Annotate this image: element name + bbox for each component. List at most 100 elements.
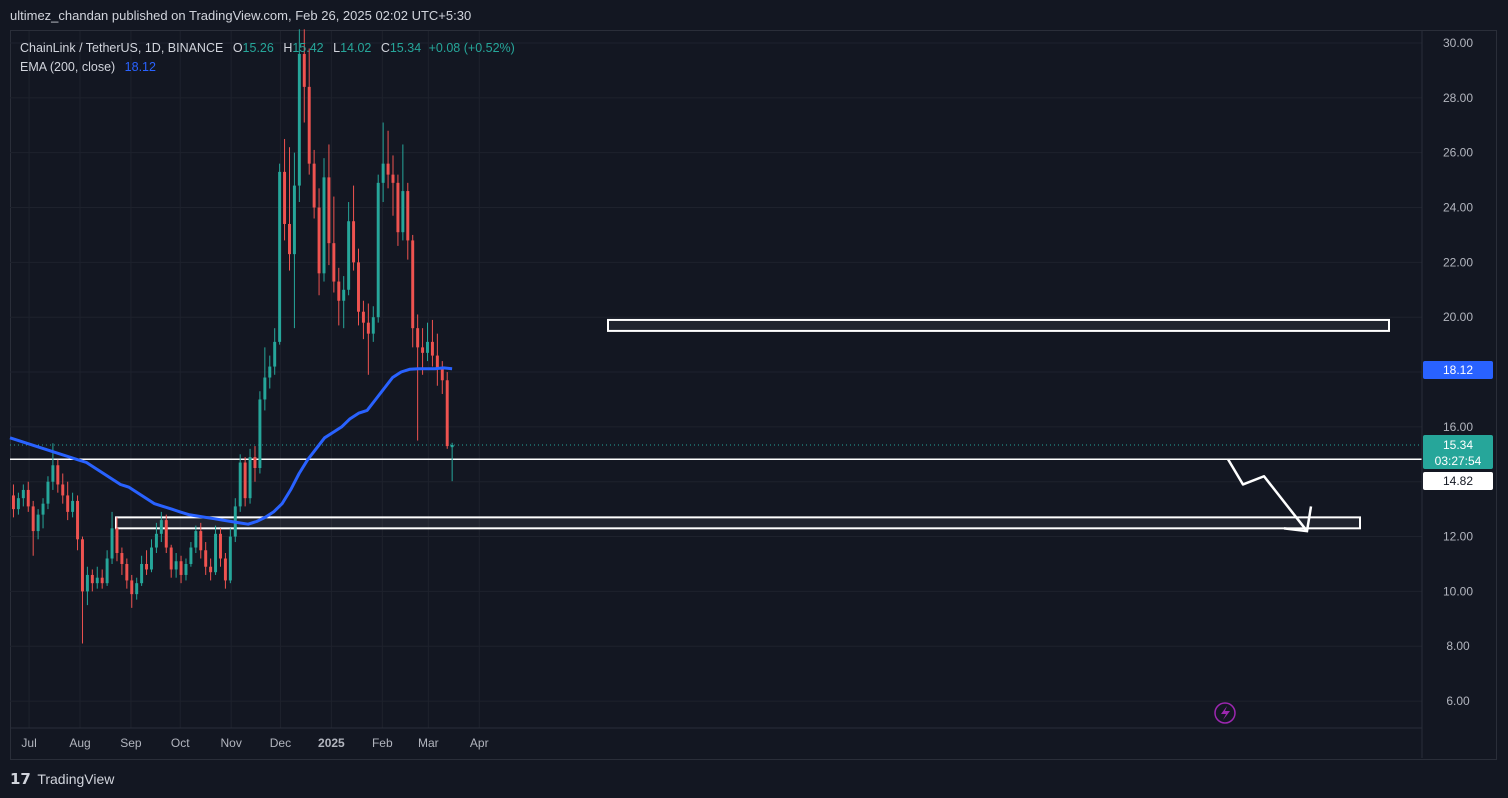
- candle-body: [120, 553, 124, 564]
- candle-body: [76, 500, 80, 540]
- candle-body: [154, 533, 158, 548]
- price-tick-label: 28.00: [1443, 91, 1473, 105]
- candle-body: [214, 533, 218, 573]
- candle-body: [46, 481, 50, 504]
- time-tick-label: 2025: [318, 736, 345, 750]
- candle-body: [115, 528, 119, 554]
- close-label: C: [380, 41, 390, 55]
- price-tick-label: 16.00: [1443, 420, 1473, 434]
- candle-body: [401, 191, 405, 233]
- candle-body: [169, 547, 173, 570]
- time-tick-label: Sep: [120, 736, 142, 750]
- candle-body: [51, 465, 55, 482]
- price-tick-label: 8.00: [1446, 639, 1470, 653]
- published-text: ultimez_chandan published on TradingView…: [10, 8, 472, 23]
- candle-body: [416, 328, 420, 348]
- candle-body: [283, 171, 287, 224]
- candle-body: [253, 457, 257, 469]
- candle-body: [95, 577, 99, 584]
- candle-body: [204, 550, 208, 567]
- candle-body: [406, 191, 410, 241]
- candle-body: [430, 341, 434, 356]
- candle-body: [56, 465, 60, 485]
- time-tick-label: Nov: [220, 736, 241, 750]
- candle-body: [223, 558, 227, 581]
- candle-body: [85, 574, 89, 592]
- ema-label[interactable]: EMA (200, close): [20, 60, 116, 74]
- candle-body: [288, 223, 291, 255]
- candles: [11, 29, 454, 644]
- time-tick-label: Feb: [372, 736, 393, 750]
- candle-body: [21, 489, 25, 499]
- candle-body: [342, 289, 346, 301]
- candle-body: [179, 561, 183, 575]
- candle-body: [258, 399, 262, 469]
- candle-body: [278, 171, 282, 342]
- chart-grid: [10, 31, 1422, 728]
- candle-body: [194, 531, 198, 548]
- candle-body: [292, 185, 296, 255]
- candle-body: [426, 341, 429, 353]
- candle-body: [31, 506, 35, 532]
- candle-body: [110, 528, 114, 559]
- candle-body: [445, 380, 449, 447]
- candle-body: [391, 174, 395, 183]
- candle-body: [307, 86, 311, 164]
- chart-frame[interactable]: [10, 30, 1497, 760]
- time-tick-label: Apr: [470, 736, 489, 750]
- candle-body: [312, 163, 316, 208]
- candle-body: [174, 561, 178, 570]
- projection-arrow: [1226, 458, 1313, 533]
- footer: 𝟭𝟳 TradingView: [10, 770, 114, 790]
- last-price-value: 15.34: [1442, 438, 1474, 452]
- price-tick-label: 6.00: [1446, 694, 1470, 708]
- candle-body: [159, 520, 163, 534]
- bar-countdown: 03:27:54: [1434, 454, 1482, 468]
- last-price-tag: 15.34 03:27:54: [1423, 435, 1493, 469]
- candle-body: [130, 580, 134, 595]
- candle-body: [386, 163, 390, 175]
- candle-body: [366, 322, 370, 334]
- high-label: H: [283, 41, 293, 55]
- time-tick-label: Mar: [418, 736, 439, 750]
- candle-body: [357, 262, 360, 312]
- tradingview-brand[interactable]: TradingView: [37, 771, 115, 787]
- candle-body: [376, 182, 380, 318]
- change-value: +0.08 (+0.52%): [428, 41, 515, 55]
- candle-body: [238, 462, 242, 507]
- candle-body: [228, 536, 232, 581]
- ema-polyline: [9, 366, 453, 526]
- open-label: O: [232, 41, 243, 55]
- candle-body: [66, 495, 70, 512]
- line-price-tag: 14.82: [1423, 472, 1493, 490]
- candle-body: [90, 574, 94, 584]
- candle-body: [164, 520, 168, 548]
- time-tick-label: Oct: [171, 736, 190, 750]
- price-tick-label: 22.00: [1443, 255, 1473, 269]
- low-label: L: [333, 41, 341, 55]
- low-value: 14.02: [340, 41, 372, 55]
- candle-body: [396, 182, 400, 233]
- ema-price-tag: 18.12: [1423, 361, 1493, 379]
- candle-body: [248, 457, 252, 499]
- candle-body: [317, 207, 321, 274]
- price-tick-label: 20.00: [1443, 310, 1473, 324]
- candle-body: [435, 355, 439, 370]
- alert-icon[interactable]: [1214, 702, 1236, 724]
- candle-body: [209, 566, 213, 573]
- candle-body: [125, 563, 129, 581]
- price-tick-label: 10.00: [1443, 584, 1473, 598]
- candle-body: [71, 500, 75, 512]
- chart-legend: ChainLink / TetherUS, 1D, BINANCE O15.26…: [20, 39, 515, 77]
- level-zone: [115, 516, 1361, 530]
- candle-body: [381, 163, 385, 183]
- candle-body: [327, 177, 331, 244]
- tradingview-logo-icon[interactable]: 𝟭𝟳: [10, 771, 31, 788]
- candle-body: [361, 311, 365, 323]
- candle-body: [332, 243, 336, 282]
- time-tick-label: Aug: [69, 736, 90, 750]
- candle-body: [145, 563, 149, 570]
- candle-body: [16, 498, 20, 510]
- symbol-title[interactable]: ChainLink / TetherUS, 1D, BINANCE: [20, 41, 224, 55]
